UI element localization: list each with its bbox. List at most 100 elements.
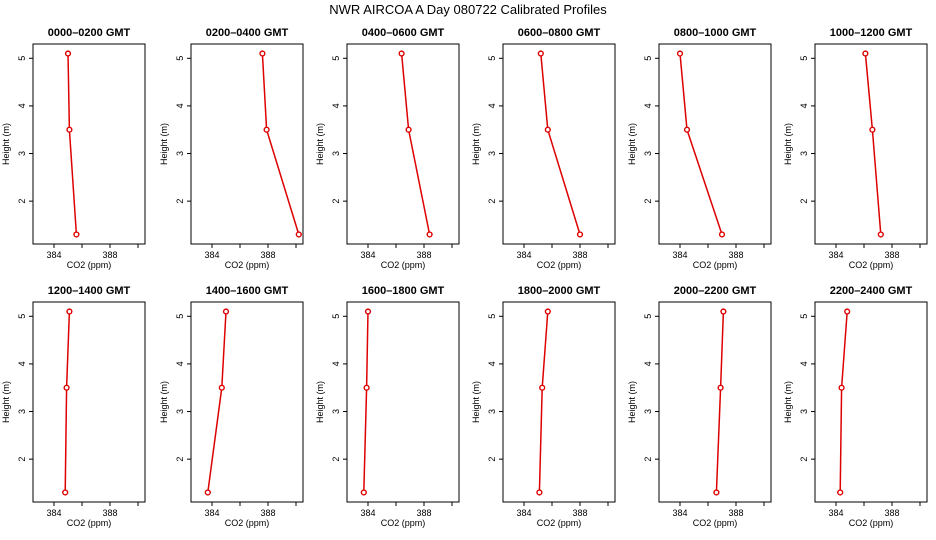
y-tick-label: 3 xyxy=(17,151,27,156)
x-axis-label: CO2 (ppm) xyxy=(537,518,582,528)
x-tick-label: 384 xyxy=(46,250,61,260)
profile-point xyxy=(539,384,546,391)
x-axis-label: CO2 (ppm) xyxy=(693,518,738,528)
profile-panel: 1000–1200 GMT 384 388 2 3 4 5 CO2 (ppm) Height (… xyxy=(783,27,928,270)
y-tick-label: 3 xyxy=(799,409,809,414)
y-tick-label: 4 xyxy=(799,103,809,108)
profile-panel: 0600–0800 GMT 384 388 2 3 4 5 CO2 (ppm) Height (… xyxy=(471,27,616,270)
profile-panel: 1400–1600 GMT 384 388 2 3 4 5 CO2 (ppm) Height (… xyxy=(159,285,304,528)
panel-title: 0600–0800 GMT xyxy=(518,27,601,39)
profile-point xyxy=(576,231,584,238)
profile-point xyxy=(877,231,884,238)
y-tick-label: 4 xyxy=(17,361,27,366)
y-tick-label: 3 xyxy=(487,409,497,414)
x-tick-label: 388 xyxy=(260,250,275,260)
plot-frame xyxy=(502,43,616,245)
plot-frame xyxy=(814,43,928,245)
y-tick-label: 3 xyxy=(331,409,341,414)
profile-line xyxy=(261,53,300,235)
x-tick-label: 384 xyxy=(672,508,687,518)
x-axis-label: CO2 (ppm) xyxy=(849,518,894,528)
panel-title: 1000–1200 GMT xyxy=(830,27,913,39)
panels-grid: 0000–0200 GMT 384 388 2 3 4 5 CO2 (ppm) Height (… xyxy=(1,27,928,528)
profile-point xyxy=(426,231,433,238)
y-tick-label: 3 xyxy=(643,151,653,156)
x-tick-label: 388 xyxy=(416,250,431,260)
profile-panel: 2000–2200 GMT 384 388 2 3 4 5 CO2 (ppm) Height (… xyxy=(627,285,772,528)
x-tick-label: 384 xyxy=(360,508,375,518)
y-tick-label: 2 xyxy=(487,457,497,462)
y-axis-label: Height (m) xyxy=(471,381,481,423)
profile-point xyxy=(66,308,73,315)
plot-frame xyxy=(502,301,616,503)
profile-point xyxy=(544,308,551,315)
plot-frame xyxy=(190,43,304,245)
profile-panel: 1800–2000 GMT 384 388 2 3 4 5 CO2 (ppm) Height (… xyxy=(471,285,616,528)
plot-frame xyxy=(346,301,460,503)
profile-line xyxy=(363,311,369,493)
profile-point xyxy=(405,126,412,133)
profile-point xyxy=(62,489,69,496)
profile-point xyxy=(717,384,724,391)
y-tick-label: 4 xyxy=(487,361,497,366)
profile-line xyxy=(400,53,431,235)
y-tick-label: 4 xyxy=(175,361,185,366)
y-tick-label: 2 xyxy=(799,199,809,204)
profile-line xyxy=(538,311,549,493)
panel-title: 0400–0600 GMT xyxy=(362,27,445,39)
y-tick-label: 4 xyxy=(487,103,497,108)
y-tick-label: 5 xyxy=(175,56,185,61)
x-axis-label: CO2 (ppm) xyxy=(225,260,270,270)
panel-title: 0800–1000 GMT xyxy=(674,27,757,39)
y-axis-label: Height (m) xyxy=(315,123,325,165)
y-tick-label: 5 xyxy=(799,314,809,319)
profile-point xyxy=(676,50,684,57)
profile-point xyxy=(63,384,70,391)
panel-title: 1400–1600 GMT xyxy=(206,285,289,297)
x-tick-label: 388 xyxy=(728,508,743,518)
plot-frame xyxy=(32,301,146,503)
x-tick-label: 388 xyxy=(572,250,587,260)
profile-point xyxy=(360,489,367,496)
x-tick-label: 384 xyxy=(516,508,531,518)
profile-panel: 1600–1800 GMT 384 388 2 3 4 5 CO2 (ppm) Height (… xyxy=(315,285,460,528)
panel-title: 1200–1400 GMT xyxy=(48,285,131,297)
profile-point xyxy=(844,308,851,315)
y-tick-label: 4 xyxy=(17,103,27,108)
profile-point xyxy=(363,384,370,391)
y-tick-label: 4 xyxy=(799,361,809,366)
profile-point xyxy=(869,126,876,133)
y-tick-label: 2 xyxy=(643,199,653,204)
profile-point xyxy=(718,231,726,238)
profile-point xyxy=(720,308,727,315)
x-tick-label: 388 xyxy=(884,508,899,518)
profile-panel: 0800–1000 GMT 384 388 2 3 4 5 CO2 (ppm) Height (… xyxy=(627,27,772,270)
y-tick-label: 4 xyxy=(331,103,341,108)
profile-line xyxy=(839,311,848,493)
y-tick-label: 2 xyxy=(331,457,341,462)
x-tick-label: 388 xyxy=(260,508,275,518)
y-tick-label: 5 xyxy=(487,56,497,61)
profile-point xyxy=(73,231,80,238)
y-tick-label: 3 xyxy=(175,409,185,414)
x-axis-label: CO2 (ppm) xyxy=(67,260,112,270)
x-tick-label: 388 xyxy=(102,250,117,260)
y-tick-label: 5 xyxy=(331,314,341,319)
y-tick-label: 5 xyxy=(799,56,809,61)
panel-title: 1800–2000 GMT xyxy=(518,285,601,297)
profile-panel: 1200–1400 GMT 384 388 2 3 4 5 CO2 (ppm) Height (… xyxy=(1,285,146,528)
y-tick-label: 3 xyxy=(331,151,341,156)
y-tick-label: 3 xyxy=(487,151,497,156)
x-axis-label: CO2 (ppm) xyxy=(537,260,582,270)
profile-point xyxy=(536,489,543,496)
y-tick-label: 4 xyxy=(175,103,185,108)
profile-panel: 0000–0200 GMT 384 388 2 3 4 5 CO2 (ppm) Height (… xyxy=(1,27,146,270)
profile-line xyxy=(540,53,581,235)
y-tick-label: 4 xyxy=(331,361,341,366)
y-axis-label: Height (m) xyxy=(1,123,11,165)
profile-line xyxy=(207,311,227,493)
profile-point xyxy=(683,126,691,133)
plot-frame xyxy=(658,43,772,245)
profile-panel: 2200–2400 GMT 384 388 2 3 4 5 CO2 (ppm) Height (… xyxy=(783,285,928,528)
